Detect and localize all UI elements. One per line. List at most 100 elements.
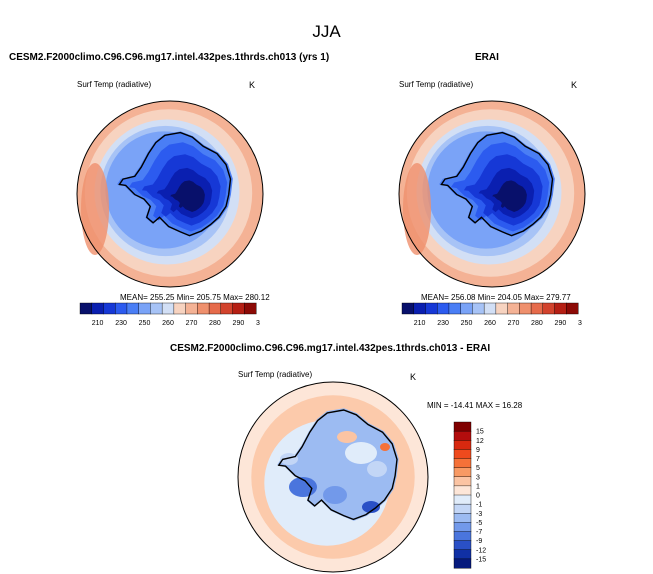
- colorbar-0-tick-1: 230: [115, 320, 127, 327]
- colorbar-0-cell-12: [220, 302, 234, 315]
- panel-1-map: [76, 100, 264, 288]
- colorbar-2-tick-10: -5: [476, 520, 482, 527]
- colorbar-1-tick-0: 210: [414, 320, 426, 327]
- colorbar-1-cell-1: [413, 302, 426, 315]
- colorbar-1-tick-6: 290: [555, 320, 567, 327]
- colorbar-2-tick-6: 1: [476, 483, 480, 490]
- colorbar-1-cell-9: [507, 302, 520, 315]
- colorbar-0-tick-7: 300: [256, 320, 260, 327]
- colorbar-1-cell-10: [519, 302, 532, 315]
- colorbar-1-cell-12: [542, 302, 556, 315]
- colorbar-0-cell-4: [126, 302, 140, 315]
- colorbar-0-cell-2: [103, 302, 116, 315]
- map-2-anomaly-1: [367, 461, 387, 477]
- colorbar-0-cell-0: [79, 302, 93, 315]
- colorbar-2-cell-14: [453, 549, 472, 560]
- colorbar-1-tick-3: 260: [484, 320, 496, 327]
- map-2-anomaly-7: [380, 443, 390, 451]
- colorbar-2-cell-8: [453, 494, 472, 505]
- colorbar-0-tick-3: 260: [162, 320, 174, 327]
- colorbar-2-tick-1: 12: [476, 438, 484, 445]
- colorbar-1-cell-8: [495, 302, 509, 315]
- map-2-anomaly-3: [323, 486, 347, 504]
- colorbar-1-cell-11: [530, 302, 544, 315]
- colorbar-2-tick-7: 0: [476, 493, 480, 500]
- figure-title: JJA: [312, 22, 341, 41]
- colorbar-0-cell-11: [208, 302, 222, 315]
- colorbar-1-cell-6: [472, 302, 485, 315]
- colorbar-0-tick-4: 270: [186, 320, 198, 327]
- map-1-border: [398, 100, 586, 288]
- colorbar-1-cell-4: [448, 302, 462, 315]
- colorbar-2-tick-11: -7: [476, 529, 482, 536]
- map-2-coastline: [277, 409, 398, 521]
- colorbar-2-tick-4: 5: [476, 465, 480, 472]
- panel-1-units: K: [249, 80, 256, 90]
- colorbar-2-tick-9: -3: [476, 511, 482, 518]
- colorbar-0-tick-2: 250: [139, 320, 151, 327]
- colorbar-0-cell-1: [91, 302, 104, 315]
- panel-2-stats: MEAN= 256.08 Min= 204.05 Max= 279.77: [421, 293, 571, 302]
- colorbar-2-tick-8: -1: [476, 502, 482, 509]
- colorbar-2-cell-15: [453, 558, 472, 569]
- colorbar-2-cell-1: [453, 430, 472, 441]
- colorbar-2-cell-0: [453, 421, 472, 432]
- panel-2-colorbar: 210 230 250 260 270 280 290 300: [401, 302, 582, 327]
- map-0-border: [76, 100, 264, 288]
- colorbar-0-cell-7: [161, 302, 175, 315]
- colorbar-1-tick-4: 270: [508, 320, 520, 327]
- map-1-coastline: [440, 131, 554, 237]
- colorbar-2-cell-4: [453, 458, 472, 469]
- colorbar-1-tick-1: 230: [437, 320, 449, 327]
- colorbar-2-cell-2: [453, 440, 472, 450]
- panel-3-stats: MIN = -14.41 MAX = 16.28: [427, 401, 523, 410]
- panel-2-map: [398, 100, 586, 288]
- panel-3-units: K: [410, 372, 417, 382]
- colorbar-2-tick-14: -15: [476, 556, 486, 563]
- panel-3-title: CESM2.F2000climo.C96.C96.mg17.intel.432p…: [170, 343, 491, 354]
- map-2-anomaly-4: [362, 501, 380, 513]
- colorbar-1-cell-5: [460, 302, 473, 315]
- colorbar-0-cell-10: [197, 302, 210, 315]
- colorbar-1-cell-13: [554, 302, 567, 315]
- colorbar-0-tick-0: 210: [92, 320, 104, 327]
- panel-3-map: [237, 381, 429, 573]
- colorbar-2-cell-3: [453, 449, 472, 460]
- colorbar-2-cell-13: [453, 540, 472, 551]
- colorbar-1-tick-5: 280: [531, 320, 543, 327]
- panel-1-title: CESM2.F2000climo.C96.C96.mg17.intel.432p…: [9, 52, 330, 63]
- colorbar-2-cell-7: [453, 485, 472, 496]
- panel-3-colorbar: 15 12 9 7 5 3 1 0 -1 -3 -5 -7 -9 -12 -15: [453, 421, 486, 569]
- colorbar-1-cell-0: [401, 302, 415, 315]
- colorbar-2-cell-12: [453, 531, 472, 542]
- colorbar-1-cell-7: [483, 302, 497, 315]
- colorbar-0-cell-14: [244, 302, 257, 315]
- colorbar-0-cell-8: [173, 302, 187, 315]
- panel-2-title: ERAI: [475, 52, 499, 63]
- map-0-coastline: [118, 131, 232, 237]
- map-2-anomaly-6: [280, 453, 298, 465]
- map-2-border: [237, 381, 429, 573]
- colorbar-0-cell-5: [138, 302, 151, 315]
- colorbar-1-tick-7: 300: [578, 320, 582, 327]
- colorbar-2-cell-11: [453, 522, 472, 533]
- panel-1-colorbar: 210 230 250 260 270 280 290 300: [79, 302, 260, 327]
- colorbar-0-tick-5: 280: [209, 320, 221, 327]
- colorbar-2-tick-0: 15: [476, 429, 484, 436]
- colorbar-2-cell-10: [453, 513, 472, 523]
- panel-3-variable: Surf Temp (radiative): [238, 370, 313, 379]
- colorbar-2-cell-6: [453, 476, 472, 487]
- colorbar-2-cell-5: [453, 467, 472, 478]
- panel-2-units: K: [571, 80, 578, 90]
- colorbar-1-cell-14: [566, 302, 579, 315]
- panel-2-variable: Surf Temp (radiative): [399, 80, 474, 89]
- map-1-warm-tongue: [403, 163, 431, 255]
- colorbar-2-tick-13: -12: [476, 547, 486, 554]
- map-0-ice-level-4: [170, 180, 205, 212]
- colorbar-2-tick-12: -9: [476, 538, 482, 545]
- colorbar-1-cell-2: [425, 302, 438, 315]
- colorbar-1-tick-2: 250: [461, 320, 473, 327]
- colorbar-0-cell-6: [150, 302, 163, 315]
- colorbar-2-tick-2: 9: [476, 447, 480, 454]
- colorbar-0-tick-6: 290: [233, 320, 245, 327]
